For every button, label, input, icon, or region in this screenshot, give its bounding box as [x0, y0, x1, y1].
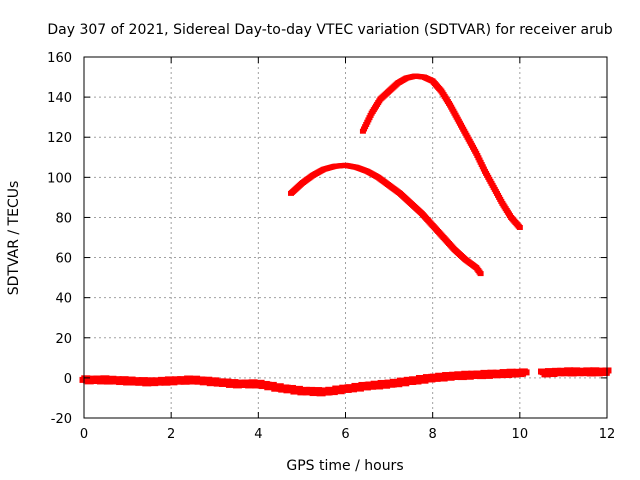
y-tick-label: 100	[47, 171, 72, 186]
y-tick-label: 80	[55, 211, 72, 226]
x-tick-label: 6	[341, 427, 349, 442]
grid	[84, 57, 607, 418]
x-tick-label: 0	[80, 427, 88, 442]
y-tick-label: 140	[47, 91, 72, 106]
y-tick-label: 40	[55, 292, 72, 307]
data-layer	[79, 73, 612, 397]
chart-title: Day 307 of 2021, Sidereal Day-to-day VTE…	[47, 22, 612, 38]
ticks: 0 2 4 6 8 10 12 -20 0 20 40 60 80 100 120 140 160	[47, 51, 615, 442]
x-tick-label: 2	[167, 427, 175, 442]
y-tick-label: 0	[64, 372, 72, 387]
y-tick-label: 60	[55, 252, 72, 267]
data-point	[516, 224, 523, 230]
x-tick-label: 12	[599, 427, 616, 442]
x-tick-label: 10	[512, 427, 529, 442]
x-axis-label: GPS time / hours	[286, 458, 403, 474]
y-tick-label: 20	[55, 332, 72, 347]
x-tick-label: 8	[429, 427, 437, 442]
y-tick-label: -20	[51, 412, 72, 427]
y-tick-label: 120	[47, 131, 72, 146]
data-point	[520, 369, 530, 376]
y-axis-label: SDTVAR / TECUs	[6, 181, 22, 296]
x-tick-label: 4	[254, 427, 262, 442]
y-tick-label: 160	[47, 51, 72, 66]
data-point	[477, 271, 484, 277]
